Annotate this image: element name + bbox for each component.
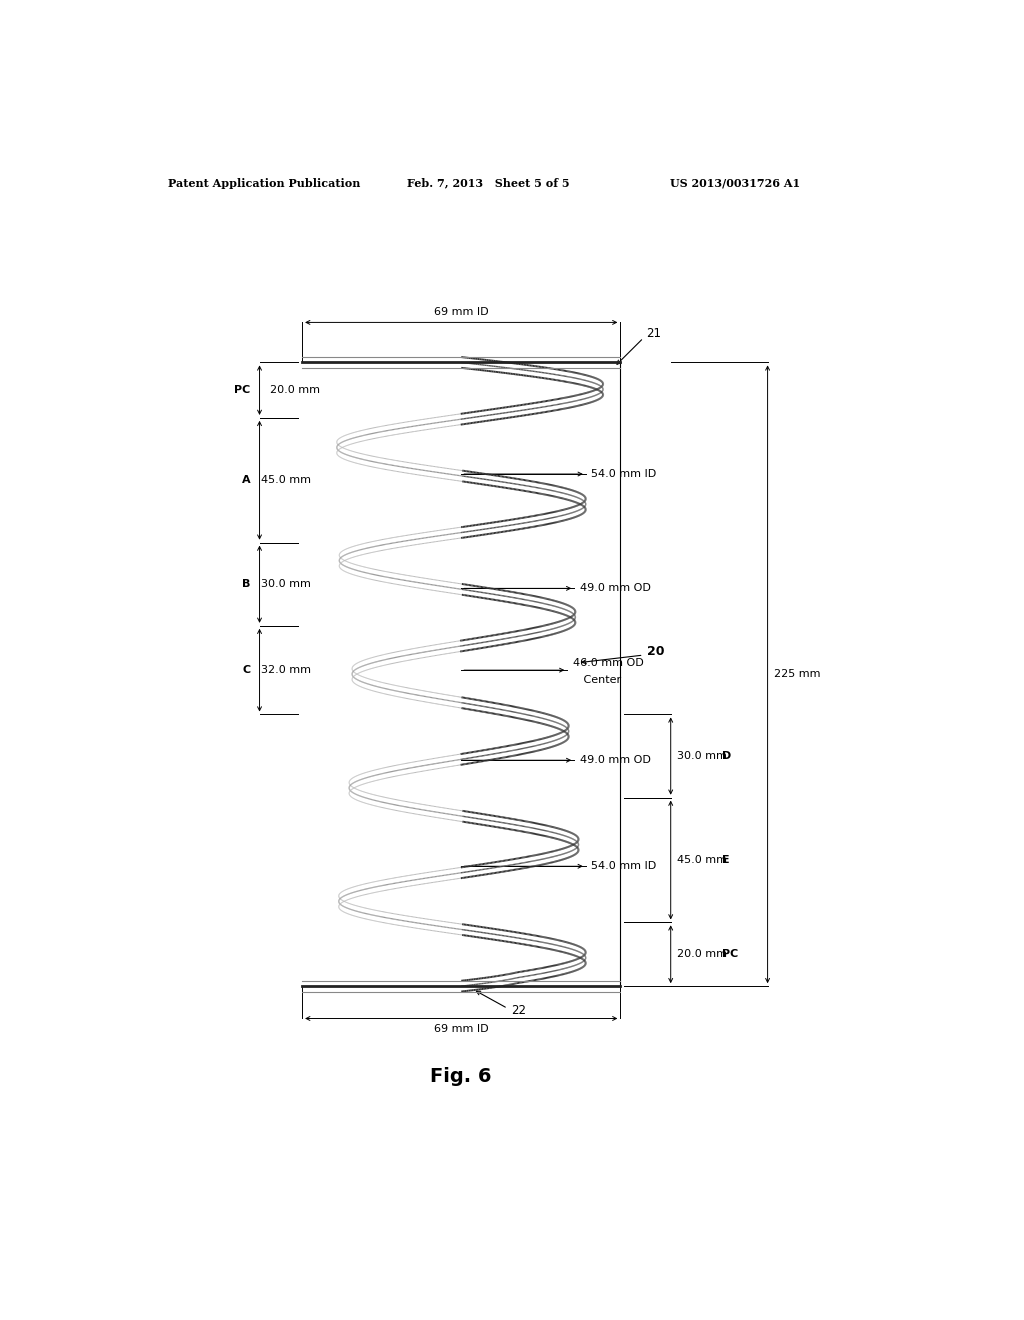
Text: 225 mm: 225 mm (774, 669, 820, 680)
Text: 49.0 mm OD: 49.0 mm OD (580, 583, 650, 594)
Text: Feb. 7, 2013   Sheet 5 of 5: Feb. 7, 2013 Sheet 5 of 5 (407, 178, 569, 189)
Text: 45.0 mm: 45.0 mm (261, 475, 311, 486)
Text: D: D (722, 751, 731, 762)
Text: 21: 21 (646, 326, 660, 339)
Text: C: C (242, 665, 250, 675)
Text: PC: PC (234, 385, 250, 395)
Text: 45.0 mm: 45.0 mm (677, 855, 727, 865)
Text: 69 mm ID: 69 mm ID (434, 1024, 488, 1034)
Text: 20.0 mm: 20.0 mm (677, 949, 727, 960)
Text: 30.0 mm: 30.0 mm (261, 579, 311, 589)
Text: 22: 22 (512, 1005, 526, 1018)
Text: 54.0 mm ID: 54.0 mm ID (591, 861, 656, 871)
Text: 20: 20 (647, 644, 665, 657)
Text: Center: Center (572, 675, 621, 685)
Text: Fig. 6: Fig. 6 (430, 1067, 492, 1086)
Text: 49.0 mm OD: 49.0 mm OD (580, 755, 650, 766)
Text: B: B (242, 579, 250, 589)
Text: 46.0 mm OD: 46.0 mm OD (572, 659, 643, 668)
Text: Patent Application Publication: Patent Application Publication (168, 178, 360, 189)
Text: 69 mm ID: 69 mm ID (434, 308, 488, 317)
Text: 20.0 mm: 20.0 mm (270, 385, 321, 395)
Text: PC: PC (722, 949, 738, 960)
Text: E: E (722, 855, 729, 865)
Text: A: A (242, 475, 250, 486)
Text: US 2013/0031726 A1: US 2013/0031726 A1 (671, 178, 801, 189)
Text: 32.0 mm: 32.0 mm (261, 665, 311, 675)
Text: 54.0 mm ID: 54.0 mm ID (591, 469, 656, 479)
Text: 30.0 mm: 30.0 mm (677, 751, 727, 762)
